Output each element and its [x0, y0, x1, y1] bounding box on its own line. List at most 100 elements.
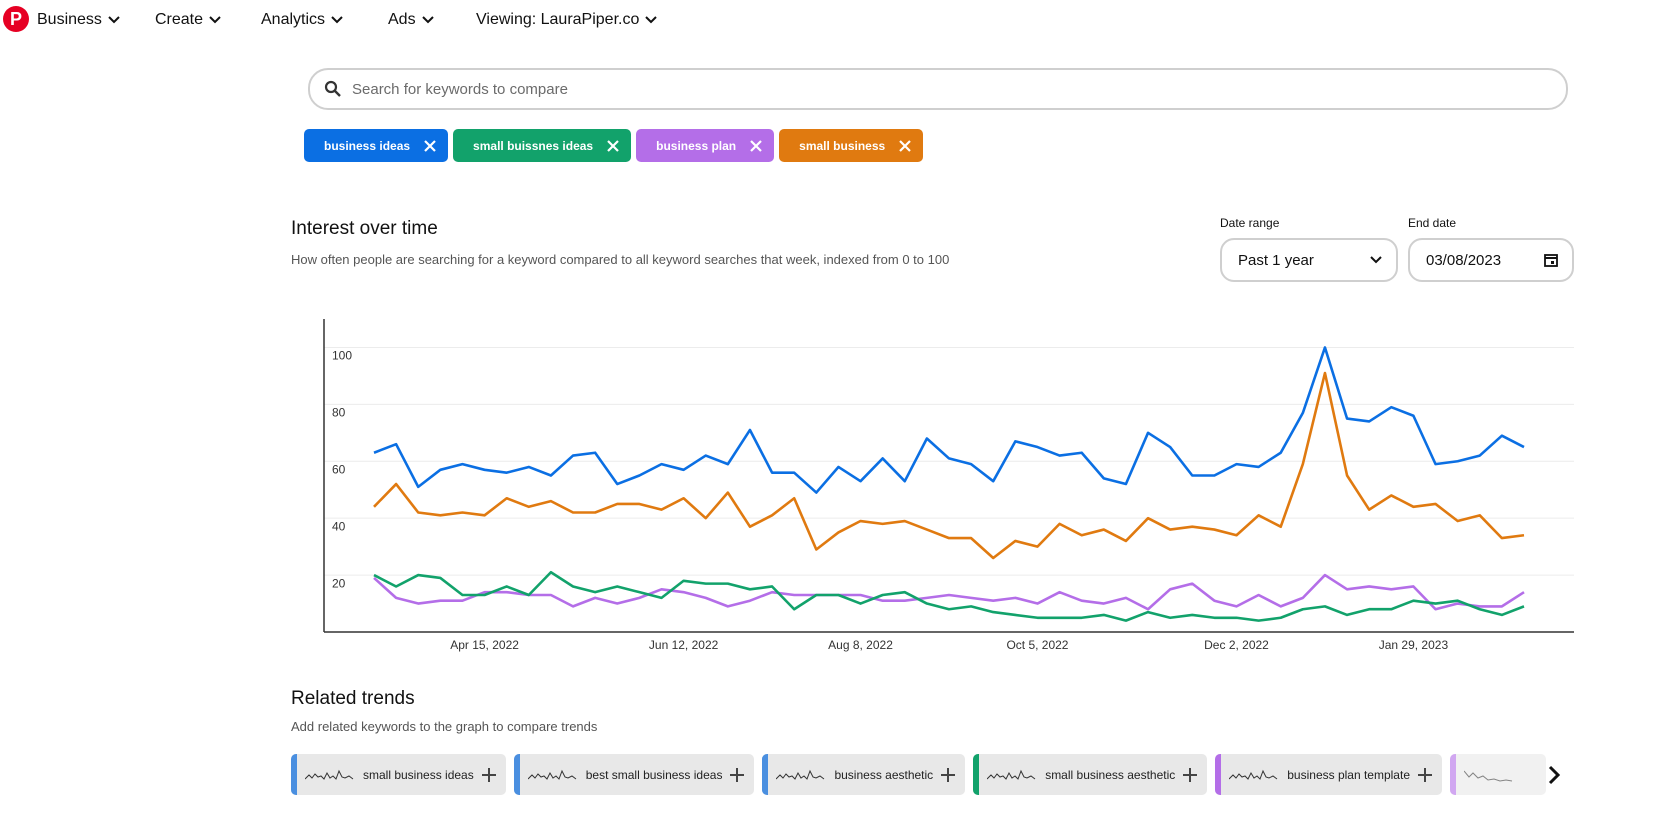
remove-x — [424, 139, 436, 152]
date-range-select[interactable]: Past 1 year — [1220, 238, 1398, 282]
series-line — [373, 570, 1525, 622]
chart: 20 40 60 80 100 Apr 15, 2022 Jun 12, 2022 Aug 8… — [323, 319, 1574, 652]
add-icon[interactable] — [1183, 767, 1198, 782]
calendar-icon — [1544, 254, 1558, 267]
nav-item[interactable]: Analytics — [261, 8, 343, 32]
remove-x — [899, 139, 911, 152]
chevron — [645, 16, 658, 24]
related-label: small business ideas — [363, 767, 474, 782]
legend-label: business plan — [656, 138, 737, 153]
remove-icon[interactable] — [424, 139, 436, 152]
add-icon[interactable] — [730, 767, 745, 782]
related-chip[interactable]: small business ideas — [291, 754, 506, 795]
x-tick-label: Jan 29, 2023 — [1379, 638, 1449, 652]
chevron — [108, 16, 120, 24]
remove-icon[interactable] — [750, 139, 762, 152]
related-chip[interactable]: business aesthetic — [762, 754, 966, 795]
legend-label: small buissnes ideas — [473, 138, 594, 153]
y-tick-label: 100 — [332, 349, 352, 363]
related-label: best small business ideas — [585, 767, 723, 782]
remove-icon[interactable] — [899, 139, 911, 152]
chevron-path — [421, 16, 434, 24]
end-date-input[interactable]: 03/08/2023 — [1408, 238, 1574, 282]
related-label: business aesthetic — [834, 767, 934, 782]
remove-icon[interactable] — [607, 139, 619, 152]
nav-item[interactable]: Business — [37, 8, 120, 32]
legend-label: business ideas — [324, 138, 411, 153]
y-tick-label: 40 — [332, 519, 346, 533]
series-line — [373, 573, 1525, 611]
chevron — [209, 16, 221, 24]
related-subtitle: Add related keywords to the graph to com… — [291, 719, 598, 734]
chip-stripe — [973, 754, 980, 795]
sparkline — [987, 769, 1036, 780]
remove-x — [750, 139, 762, 152]
legend-chip[interactable]: small business — [779, 129, 924, 162]
chip-stripe — [513, 754, 520, 795]
add-icon[interactable] — [1418, 767, 1432, 782]
search-box[interactable]: Search for keywords to compare — [308, 68, 1568, 110]
chip-stripe — [1450, 754, 1456, 795]
series-line — [373, 371, 1525, 560]
related-chip[interactable]: business plan template — [1215, 754, 1442, 795]
end-date-value: 03/08/2023 — [1426, 251, 1502, 269]
nav-label: Viewing: LauraPiper.co — [476, 11, 640, 28]
next-arrow[interactable] — [1544, 765, 1564, 785]
x-tick-label: Dec 2, 2022 — [1204, 638, 1269, 652]
chevron-path — [108, 16, 120, 24]
related-chip-partial — [1450, 754, 1546, 795]
sparkline — [776, 769, 825, 780]
nav-label: Analytics — [261, 11, 326, 28]
sparkline-path — [305, 769, 354, 780]
sparkline — [305, 769, 354, 780]
chart-title: Interest over time — [291, 218, 438, 239]
add-icon[interactable] — [941, 767, 956, 782]
nav-item[interactable]: Ads — [388, 8, 434, 32]
date-range-value: Past 1 year — [1238, 251, 1314, 269]
date-range-label: Date range — [1220, 216, 1280, 230]
legend-chip[interactable]: business plan — [636, 129, 775, 162]
chevron — [421, 16, 434, 24]
add-icon[interactable] — [481, 767, 496, 782]
plus — [941, 767, 956, 782]
nav-item[interactable]: Create — [155, 8, 221, 32]
series-line — [373, 346, 1525, 494]
chip-stripe — [291, 754, 297, 795]
related-title: Related trends — [291, 688, 415, 709]
related-label: small business aesthetic — [1045, 767, 1176, 782]
legend-chip[interactable]: small buissnes ideas — [453, 129, 632, 162]
nav-label: Ads — [388, 11, 416, 28]
nav-item[interactable]: Viewing: LauraPiper.co — [476, 8, 658, 32]
sparkline — [1229, 769, 1278, 780]
chart-subtitle: How often people are searching for a key… — [291, 252, 950, 267]
nav-label: Business — [37, 11, 102, 28]
legend-label: small business — [799, 138, 886, 153]
chevron-path — [209, 16, 221, 24]
chip-stripe — [1215, 754, 1222, 795]
chevron — [1370, 256, 1382, 264]
x-tick-label: Aug 8, 2022 — [828, 638, 893, 652]
sparkline-path — [776, 769, 825, 780]
plus — [1183, 767, 1198, 782]
sparkline-path — [1229, 769, 1278, 780]
legend-chip[interactable]: business ideas — [304, 129, 449, 162]
remove-x — [607, 139, 619, 152]
x-tick-label: Apr 15, 2022 — [450, 638, 519, 652]
x-tick-label: Jun 12, 2022 — [649, 638, 719, 652]
nav-label: Create — [155, 11, 204, 28]
related-label: business plan template — [1287, 767, 1410, 782]
chip-stripe — [762, 754, 769, 795]
sparkline-path — [1464, 770, 1513, 782]
sparkline-path — [527, 769, 577, 780]
related-chip[interactable]: best small business ideas — [513, 754, 755, 795]
plus — [1418, 767, 1432, 782]
plus — [730, 767, 745, 782]
logo[interactable]: P — [3, 6, 29, 32]
related-chip[interactable]: small business aesthetic — [973, 754, 1208, 795]
sparkline — [527, 769, 577, 780]
chevron — [331, 16, 343, 24]
keyword-chips: business ideas small buissnes ideas busine… — [304, 129, 924, 162]
plus — [481, 767, 496, 782]
y-tick-label: 20 — [332, 576, 346, 590]
